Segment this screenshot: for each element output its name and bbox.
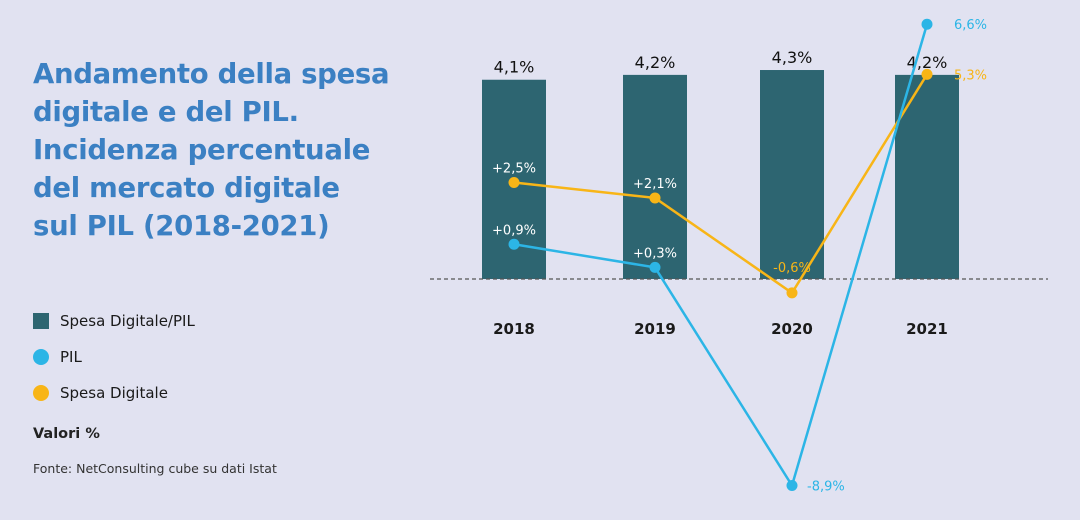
data-label: +2,1% <box>633 177 677 192</box>
x-tick-label: 2018 <box>493 320 535 338</box>
bar-label: 4,1% <box>494 58 535 77</box>
legend-circle-icon <box>33 349 49 365</box>
source-note: Fonte: NetConsulting cube su dati Istat <box>33 461 277 476</box>
point-2020 <box>786 479 798 491</box>
legend-item-spesa-pil: Spesa Digitale/PIL <box>33 303 195 339</box>
legend-label: PIL <box>60 348 82 366</box>
point-2020 <box>786 287 798 299</box>
x-tick-label: 2019 <box>634 320 676 338</box>
data-label: +2,5% <box>492 162 536 177</box>
point-2018 <box>508 238 520 250</box>
units-note: Valori % <box>33 426 100 442</box>
legend-circle-icon <box>33 385 49 401</box>
point-2018 <box>508 177 520 188</box>
legend-item-spesa: Spesa Digitale <box>33 375 195 411</box>
data-label: 5,3% <box>954 68 987 83</box>
bar-2019 <box>623 74 687 279</box>
x-tick-label: 2020 <box>771 320 813 338</box>
chart-title: Andamento della spesa digitale e del PIL… <box>33 58 390 242</box>
data-label: +0,3% <box>633 246 677 261</box>
x-tick-label: 2021 <box>906 320 948 338</box>
line-pil <box>513 23 929 489</box>
bar-label: 4,2% <box>635 53 676 72</box>
data-label: 6,6% <box>954 18 987 33</box>
point-2019 <box>649 192 661 204</box>
bar-2021 <box>895 74 959 279</box>
legend-square-icon <box>33 313 49 329</box>
data-label: -0,6% <box>773 261 811 276</box>
line-spesa <box>513 73 929 295</box>
legend-label: Spesa Digitale/PIL <box>60 312 195 330</box>
bar-label: 4,3% <box>772 48 813 67</box>
legend-label: Spesa Digitale <box>60 384 168 402</box>
data-label: +0,9% <box>492 223 536 238</box>
data-label: -8,9% <box>807 479 845 494</box>
legend: Spesa Digitale/PIL PIL Spesa Digitale <box>33 303 195 411</box>
point-2019 <box>649 261 661 273</box>
point-2021 <box>921 18 933 30</box>
legend-item-pil: PIL <box>33 339 195 375</box>
point-2021 <box>921 68 933 80</box>
bar-2020 <box>760 70 824 280</box>
